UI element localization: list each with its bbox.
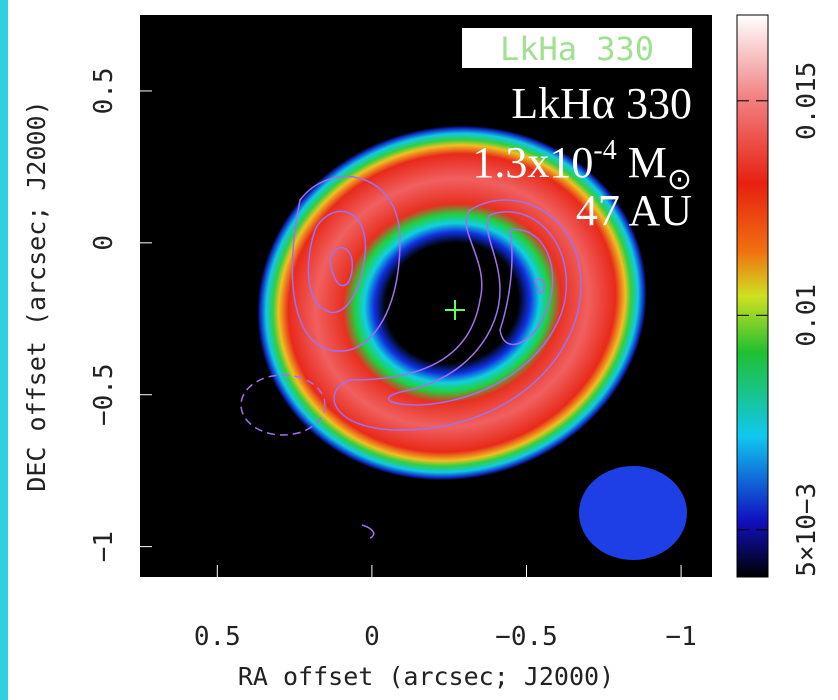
x-tick-label: −0.5 — [495, 622, 558, 652]
center-marker — [445, 300, 465, 320]
edge-bar — [0, 0, 8, 700]
y-tick-label: 0.5 — [89, 67, 119, 114]
x-tick-label: −1 — [665, 622, 696, 652]
y-tick-label: 0 — [89, 235, 119, 251]
y-axis-label: DEC offset (arcsec; J2000) — [22, 100, 51, 491]
annotation: 47 AU — [576, 186, 692, 235]
annotation: 1.3x10-4 M⊙ — [472, 135, 692, 196]
annotation: 1.3x10 — [472, 138, 593, 187]
colorbar-tick-label: 5×10−3 — [792, 483, 822, 577]
beam — [579, 466, 687, 560]
colorbar-tick-label: 0.01 — [792, 284, 822, 347]
source-label: LkHa 330 — [500, 30, 654, 68]
annotation: M — [628, 138, 667, 187]
annotation: -4 — [593, 135, 616, 166]
contours — [240, 175, 582, 539]
x-tick-label: 0.5 — [194, 622, 241, 652]
colorbar — [736, 14, 769, 578]
annotation: ⊙ — [667, 163, 692, 196]
label-box — [462, 28, 692, 68]
x-tick-label: 0 — [364, 622, 380, 652]
y-tick-label: −1 — [89, 531, 119, 562]
x-axis-label: RA offset (arcsec; J2000) — [238, 662, 614, 691]
colorbar-tick-label: 0.015 — [792, 62, 822, 140]
y-tick-label: −0.5 — [89, 363, 119, 426]
annotation: LkHα 330 — [511, 79, 692, 128]
